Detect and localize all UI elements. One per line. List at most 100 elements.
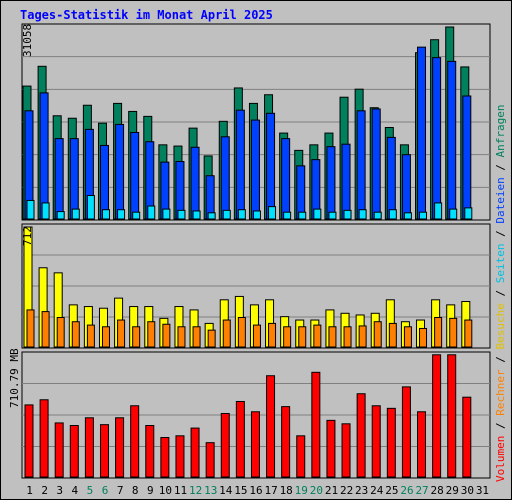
bar-dateien: [235, 109, 245, 220]
bar-volumen: [250, 411, 260, 478]
day-label: 11: [174, 484, 187, 497]
hits-files-pages-panel: [21, 23, 491, 221]
bar-dateien: [190, 146, 200, 220]
day-label: 18: [280, 484, 293, 497]
bar-dateien: [462, 95, 472, 220]
bar-rechner: [41, 311, 50, 348]
bar-volumen: [417, 411, 427, 478]
bar-dateien: [281, 138, 291, 220]
day-label: 16: [249, 484, 262, 497]
bar-rechner: [449, 317, 458, 348]
legend-besuche: Besuche: [494, 303, 507, 349]
bar-volumen: [24, 404, 34, 478]
bar-volumen: [281, 406, 291, 478]
bar-seiten: [283, 211, 292, 220]
bar-dateien: [432, 57, 442, 220]
day-label: 7: [117, 484, 124, 497]
bar-seiten: [358, 209, 367, 220]
bar-volumen: [54, 422, 64, 478]
day-label: 14: [219, 484, 233, 497]
bar-rechner: [434, 317, 443, 348]
day-label: 25: [385, 484, 398, 497]
bar-volumen: [341, 423, 351, 478]
bar-rechner: [222, 319, 231, 348]
day-label: 3: [56, 484, 63, 497]
day-label: 10: [159, 484, 172, 497]
bar-dateien: [99, 144, 109, 220]
bar-volumen: [84, 417, 94, 478]
bar-rechner: [132, 326, 141, 348]
bar-dateien: [386, 136, 396, 220]
legend-rechner: Rechner: [494, 369, 507, 416]
bar-seiten: [71, 208, 80, 220]
legend-sep-4: /: [494, 224, 507, 244]
legend-anfragen: Anfragen: [494, 104, 507, 157]
bar-rechner: [343, 326, 352, 348]
right-legend: Volumen / Rechner / Besuche / Seiten / D…: [494, 104, 507, 482]
day-label: 2: [41, 484, 48, 497]
bar-rechner: [298, 326, 307, 348]
bar-seiten: [373, 211, 382, 220]
bar-dateien: [341, 143, 351, 220]
bar-dateien: [220, 136, 230, 220]
bar-volumen: [386, 407, 396, 478]
day-label: 28: [431, 484, 444, 497]
bar-rechner: [101, 326, 110, 348]
bar-rechner: [313, 324, 322, 348]
bar-volumen: [99, 424, 109, 478]
bar-seiten: [237, 209, 246, 220]
y-max-label-hits: 31058: [21, 24, 34, 57]
bar-seiten: [403, 212, 412, 220]
bar-dateien: [417, 46, 427, 220]
bar-seiten: [343, 209, 352, 220]
day-label: 13: [204, 484, 217, 497]
bar-seiten: [26, 199, 35, 220]
bar-volumen: [69, 425, 79, 478]
legend-sep-5: /: [494, 157, 507, 177]
bar-volumen: [220, 412, 230, 478]
bar-seiten: [298, 211, 307, 220]
bar-rechner: [268, 322, 277, 348]
day-label: 5: [87, 484, 94, 497]
bar-volumen: [205, 442, 215, 478]
kbytes-panel: [21, 351, 491, 479]
legend-sep-1: /: [494, 416, 507, 436]
bar-rechner: [328, 326, 337, 348]
bar-rechner: [237, 317, 246, 348]
bar-rechner: [403, 326, 412, 348]
day-label: 6: [102, 484, 109, 497]
bar-seiten: [252, 210, 261, 220]
legend-sep-2: /: [494, 350, 507, 370]
bar-volumen: [160, 437, 170, 478]
bar-dateien: [39, 92, 49, 220]
bar-seiten: [268, 206, 277, 220]
bar-rechner: [358, 325, 367, 348]
bar-seiten: [117, 209, 126, 220]
bar-volumen: [235, 400, 245, 478]
bar-dateien: [54, 138, 64, 220]
bar-rechner: [177, 326, 186, 348]
bar-volumen: [266, 375, 276, 478]
day-label: 24: [370, 484, 384, 497]
bar-rechner: [147, 321, 156, 348]
bar-rechner: [86, 324, 95, 348]
bar-seiten: [313, 208, 322, 220]
day-label: 17: [264, 484, 277, 497]
bar-dateien: [69, 138, 79, 220]
bar-volumen: [115, 417, 125, 478]
day-label: 1: [26, 484, 33, 497]
bar-rechner: [373, 321, 382, 348]
day-labels: 1 2 3 4 5 6 7 8 9 10 11 12 13 14 15 16 17 18 19 20 21 22 23 24 2…: [26, 484, 489, 497]
bar-rechner: [419, 327, 428, 348]
day-label: 4: [72, 484, 79, 497]
bar-dateien: [130, 131, 140, 220]
day-label: 20: [310, 484, 323, 497]
day-label: 19: [295, 484, 308, 497]
bar-dateien: [115, 123, 125, 220]
bar-rechner: [464, 319, 473, 348]
legend-seiten: Seiten: [494, 244, 507, 284]
day-label: 8: [132, 484, 139, 497]
day-label: 26: [400, 484, 413, 497]
bar-dateien: [250, 119, 260, 220]
